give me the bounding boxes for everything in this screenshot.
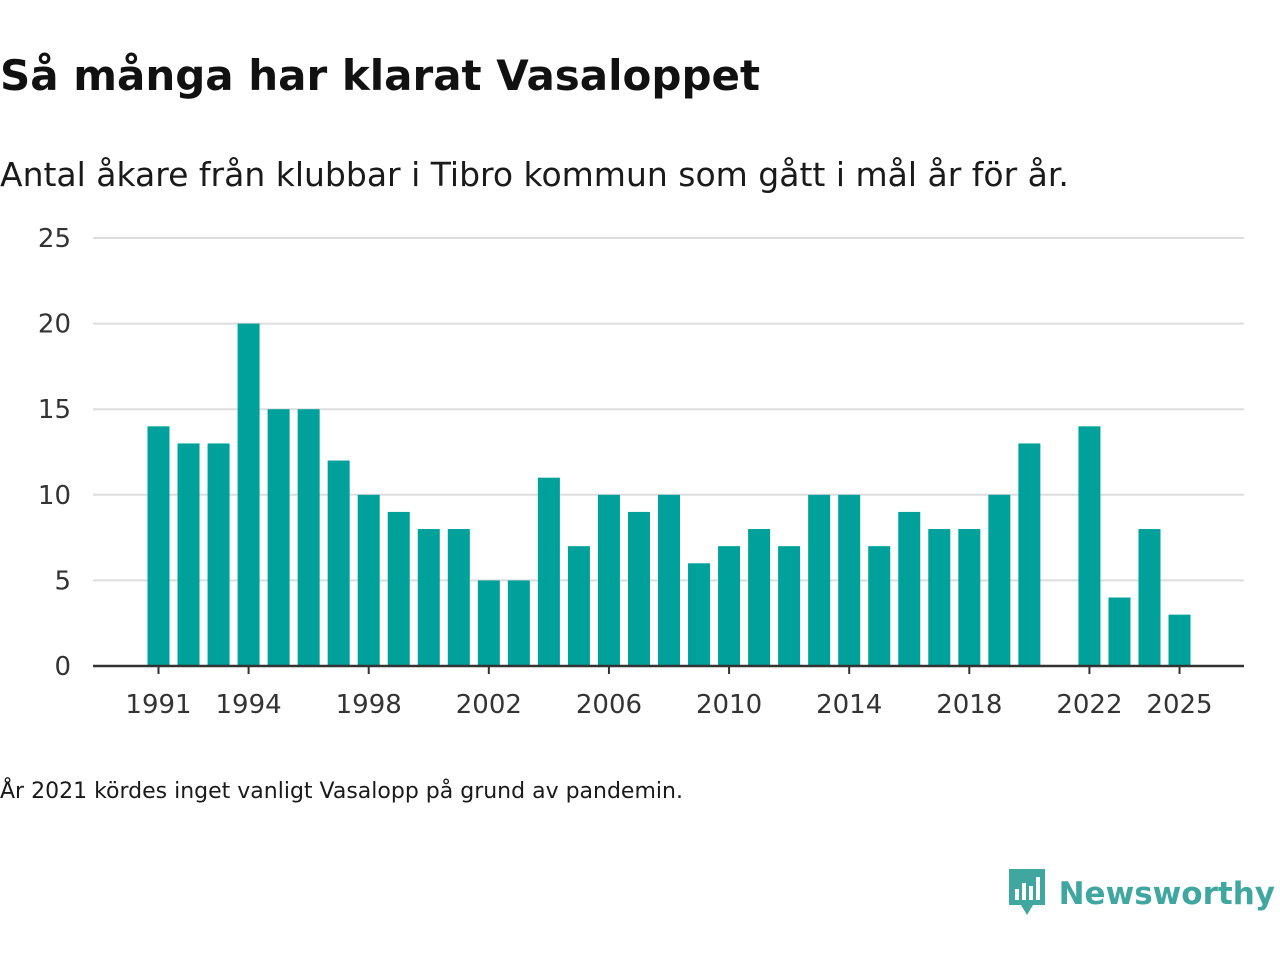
y-tick-label: 0 bbox=[54, 652, 71, 682]
x-tick-label: 2022 bbox=[1056, 690, 1122, 720]
bar-2011 bbox=[748, 529, 771, 666]
bars bbox=[147, 323, 1191, 666]
bar-2019 bbox=[988, 494, 1011, 666]
brand-name: Newsworthy bbox=[1058, 876, 1275, 912]
y-tick-label: 5 bbox=[54, 566, 71, 596]
x-tick-label: 2002 bbox=[456, 690, 522, 720]
footnote: År 2021 kördes inget vanligt Vasalopp på… bbox=[0, 779, 683, 804]
bar-2004 bbox=[537, 477, 560, 666]
bar-2002 bbox=[477, 580, 500, 666]
bar-2001 bbox=[447, 529, 470, 666]
bar-2017 bbox=[928, 529, 951, 666]
bar-2022 bbox=[1078, 426, 1101, 666]
bar-2025 bbox=[1168, 614, 1191, 666]
y-tick-label: 25 bbox=[38, 224, 71, 254]
bar-1998 bbox=[357, 494, 380, 666]
bar-1992 bbox=[177, 443, 200, 666]
x-tick-label: 1998 bbox=[336, 690, 402, 720]
x-tick-label: 2014 bbox=[816, 690, 882, 720]
bar-2003 bbox=[507, 580, 530, 666]
x-tick-label: 1994 bbox=[216, 690, 282, 720]
bar-1996 bbox=[297, 409, 320, 666]
bar-2008 bbox=[658, 494, 681, 666]
bar-2009 bbox=[688, 563, 711, 666]
bar-2014 bbox=[838, 494, 861, 666]
bar-2013 bbox=[808, 494, 831, 666]
bar-1997 bbox=[327, 460, 350, 666]
bar-2007 bbox=[627, 511, 650, 666]
bar-2024 bbox=[1138, 529, 1161, 666]
x-tick-label: 2006 bbox=[576, 690, 642, 720]
bar-1991 bbox=[147, 426, 170, 666]
x-tick-label: 1991 bbox=[125, 690, 191, 720]
bar-2015 bbox=[868, 546, 891, 666]
bar-2020 bbox=[1018, 443, 1041, 666]
bar-1999 bbox=[387, 511, 410, 666]
bar-2000 bbox=[417, 529, 440, 666]
chart-title: Så många har klarat Vasaloppet bbox=[0, 51, 761, 100]
bar-2012 bbox=[778, 546, 801, 666]
bar-2005 bbox=[567, 546, 590, 666]
y-tick-label: 20 bbox=[38, 310, 71, 340]
chart-subtitle: Antal åkare från klubbar i Tibro kommun … bbox=[0, 155, 1069, 194]
x-tick-label: 2025 bbox=[1146, 690, 1212, 720]
bar-2016 bbox=[898, 511, 921, 666]
bar-2010 bbox=[718, 546, 741, 666]
x-tick-label: 2018 bbox=[936, 690, 1002, 720]
bar-1993 bbox=[207, 443, 230, 666]
bar-2023 bbox=[1108, 597, 1131, 666]
bar-2018 bbox=[958, 529, 981, 666]
y-tick-label: 10 bbox=[38, 481, 71, 511]
x-tick-label: 2010 bbox=[696, 690, 762, 720]
bar-1994 bbox=[237, 323, 260, 666]
bar-1995 bbox=[267, 409, 290, 666]
bar-2006 bbox=[597, 494, 620, 666]
newsworthy-brand[interactable]: Newsworthy bbox=[1007, 866, 1275, 922]
y-tick-label: 15 bbox=[38, 395, 71, 425]
newsworthy-logo-icon bbox=[1008, 869, 1045, 915]
